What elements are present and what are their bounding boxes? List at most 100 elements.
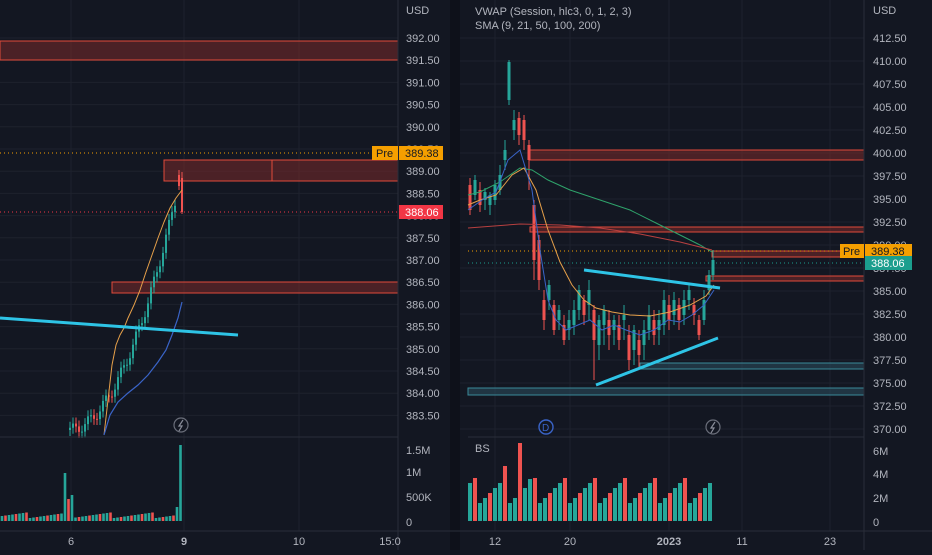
- right-last-price-badge: 388.06: [865, 256, 912, 270]
- right-price-tick: 405.00: [873, 102, 907, 114]
- volume-bar: [648, 483, 652, 521]
- left-trendline[interactable]: [0, 316, 239, 337]
- volume-bar: [663, 498, 667, 521]
- candle-body: [522, 120, 526, 140]
- volume-bar: [60, 513, 63, 521]
- volume-bar: [151, 512, 154, 521]
- chart-divider[interactable]: [450, 0, 460, 550]
- left-volume-axis: 1.5M 1M 500K 0: [406, 445, 432, 529]
- candle-body: [171, 212, 173, 220]
- right-price-tick: 380.00: [873, 332, 907, 344]
- candle-body: [572, 310, 576, 325]
- candle-body: [702, 300, 706, 320]
- volume-bar: [35, 517, 39, 521]
- right-volume-tick: 0: [873, 517, 879, 529]
- candle-body: [147, 303, 149, 318]
- candle-body: [642, 330, 646, 345]
- right-zone-support-374[interactable]: [467, 387, 865, 396]
- candle-body: [567, 320, 571, 330]
- volume-bar: [568, 503, 572, 521]
- right-trendline-upper[interactable]: [583, 268, 721, 290]
- right-price-tick: 370.00: [873, 424, 907, 436]
- candle-body: [512, 120, 516, 130]
- candle-body: [90, 415, 92, 417]
- right-price-axis[interactable]: 412.50 410.00 407.50 405.00 402.50 400.00 397.…: [873, 33, 907, 436]
- candle-body: [637, 340, 641, 355]
- volume-legend[interactable]: BS: [475, 443, 490, 455]
- dividend-icon[interactable]: [538, 419, 554, 435]
- candle-body: [503, 150, 507, 160]
- volume-bar: [478, 503, 482, 521]
- candle-body: [587, 290, 591, 305]
- lightning-icon[interactable]: [705, 419, 721, 435]
- candle-body: [181, 178, 183, 212]
- right-sma-red: [467, 223, 713, 251]
- volume-bar: [133, 515, 137, 521]
- sma-legend[interactable]: SMA (9, 21, 50, 100, 200): [475, 20, 600, 32]
- volume-bar: [503, 466, 507, 521]
- candle-body: [111, 396, 113, 398]
- right-event-marker[interactable]: [705, 419, 721, 435]
- left-zone-resistance[interactable]: [163, 159, 399, 182]
- left-chart-pane[interactable]: USD 392.00391.50391.00390.50390.00389.50…: [0, 0, 443, 550]
- candle-body: [662, 300, 666, 325]
- right-price-tick: 412.50: [873, 33, 907, 45]
- right-price-tick: 382.50: [873, 309, 907, 321]
- left-volume-tick: 1M: [406, 467, 421, 479]
- volume-bar: [126, 516, 130, 521]
- candle-body: [144, 317, 146, 324]
- candle-body: [622, 315, 626, 320]
- volume-bar: [588, 483, 592, 521]
- right-trendline-lower[interactable]: [595, 336, 719, 387]
- lightning-icon[interactable]: [173, 417, 189, 433]
- volume-bar: [179, 445, 182, 521]
- right-zone-392[interactable]: [529, 226, 865, 233]
- volume-bar: [144, 513, 147, 521]
- volume-bar: [11, 514, 14, 521]
- right-zone-386[interactable]: [705, 275, 865, 282]
- volume-bar: [523, 488, 527, 521]
- left-pre-badge: Pre 389.38: [372, 146, 443, 160]
- candle-body: [488, 195, 492, 205]
- left-time-axis[interactable]: 6 9 10 15:0: [68, 536, 401, 548]
- candle-body: [102, 400, 104, 412]
- candle-body: [93, 415, 95, 419]
- volume-bar: [123, 516, 126, 521]
- volume-bar: [658, 503, 662, 521]
- candle-body: [537, 240, 541, 280]
- right-sma-orange: [467, 167, 715, 317]
- volume-bar: [49, 515, 53, 521]
- right-dividend-marker[interactable]: D: [538, 419, 554, 435]
- candle-body: [72, 423, 74, 428]
- right-chart-pane[interactable]: VWAP (Session, hlc3, 0, 1, 2, 3) SMA (9,…: [460, 0, 912, 550]
- left-supply-zones[interactable]: [0, 40, 399, 294]
- left-event-marker[interactable]: [173, 417, 189, 433]
- volume-bar: [42, 516, 46, 521]
- candle-body: [677, 305, 681, 320]
- volume-bar: [137, 514, 140, 521]
- vwap-legend[interactable]: VWAP (Session, hlc3, 0, 1, 2, 3): [475, 6, 632, 18]
- volume-bar: [175, 507, 179, 521]
- candle-body: [582, 300, 586, 315]
- candle-body: [672, 300, 676, 315]
- candle-body: [78, 426, 80, 432]
- left-candlesticks[interactable]: [69, 170, 183, 438]
- volume-bar: [81, 516, 84, 521]
- volume-bar: [483, 498, 487, 521]
- candle-body: [632, 330, 636, 350]
- right-price-tick: 395.00: [873, 194, 907, 206]
- volume-bar: [14, 514, 18, 521]
- volume-bar: [88, 515, 91, 521]
- volume-bar: [53, 514, 56, 521]
- left-price-tick: 387.00: [406, 255, 440, 267]
- candle-body: [84, 424, 86, 432]
- volume-bar: [703, 488, 707, 521]
- right-zone-400[interactable]: [529, 149, 865, 161]
- left-price-tick: 385.50: [406, 322, 440, 334]
- candle-body: [135, 331, 137, 345]
- right-time-axis[interactable]: 12 20 2023 11 23: [489, 536, 836, 548]
- left-price-tick: 390.50: [406, 100, 440, 112]
- right-zone-support-377[interactable]: [639, 362, 865, 370]
- candle-body: [697, 320, 701, 335]
- left-zone-top[interactable]: [0, 40, 399, 61]
